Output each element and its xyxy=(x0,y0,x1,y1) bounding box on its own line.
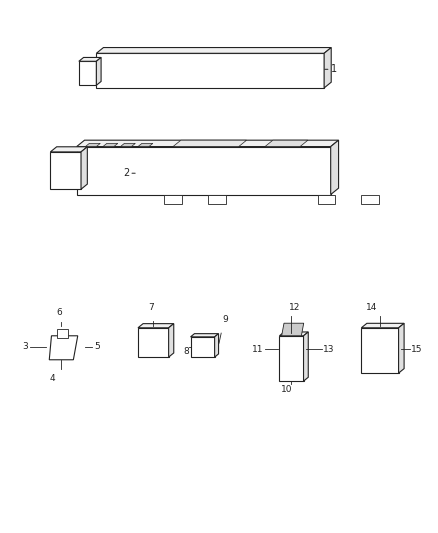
Polygon shape xyxy=(169,324,174,357)
Polygon shape xyxy=(138,324,174,328)
Text: 12: 12 xyxy=(289,303,300,312)
Polygon shape xyxy=(164,195,182,204)
Polygon shape xyxy=(138,143,153,147)
Polygon shape xyxy=(79,58,101,61)
Polygon shape xyxy=(361,195,379,204)
Polygon shape xyxy=(77,140,339,147)
Polygon shape xyxy=(81,147,87,189)
Polygon shape xyxy=(191,337,215,357)
Polygon shape xyxy=(96,53,324,88)
Polygon shape xyxy=(173,140,247,147)
Polygon shape xyxy=(191,334,219,337)
Text: 5: 5 xyxy=(94,343,100,351)
Polygon shape xyxy=(318,195,335,204)
Text: 3: 3 xyxy=(22,343,28,351)
Text: 4: 4 xyxy=(50,374,55,383)
Polygon shape xyxy=(265,140,308,147)
Text: 8: 8 xyxy=(184,348,189,356)
Polygon shape xyxy=(120,143,135,147)
Text: 7: 7 xyxy=(148,303,154,312)
Polygon shape xyxy=(96,47,331,53)
Text: 2: 2 xyxy=(123,168,129,178)
Polygon shape xyxy=(103,143,118,147)
Polygon shape xyxy=(49,336,78,360)
Polygon shape xyxy=(399,324,404,373)
Text: 14: 14 xyxy=(366,303,377,312)
Polygon shape xyxy=(79,61,96,85)
Text: 13: 13 xyxy=(323,345,335,353)
Polygon shape xyxy=(361,324,404,328)
Polygon shape xyxy=(50,147,87,152)
Polygon shape xyxy=(57,329,68,338)
Text: 9: 9 xyxy=(223,316,228,324)
Polygon shape xyxy=(361,328,399,373)
Polygon shape xyxy=(331,140,339,195)
Text: 10: 10 xyxy=(281,385,293,394)
Polygon shape xyxy=(138,328,169,357)
Polygon shape xyxy=(304,332,308,381)
Text: 11: 11 xyxy=(252,345,264,353)
Text: 1: 1 xyxy=(331,64,337,74)
Polygon shape xyxy=(50,152,81,189)
Polygon shape xyxy=(85,143,100,147)
Polygon shape xyxy=(282,323,304,336)
Text: 15: 15 xyxy=(411,345,422,353)
Polygon shape xyxy=(279,336,304,381)
Polygon shape xyxy=(215,334,219,357)
Text: 6: 6 xyxy=(56,308,62,317)
Polygon shape xyxy=(77,147,331,195)
Polygon shape xyxy=(208,195,226,204)
Polygon shape xyxy=(324,47,331,88)
Polygon shape xyxy=(279,332,308,336)
Polygon shape xyxy=(96,58,101,85)
